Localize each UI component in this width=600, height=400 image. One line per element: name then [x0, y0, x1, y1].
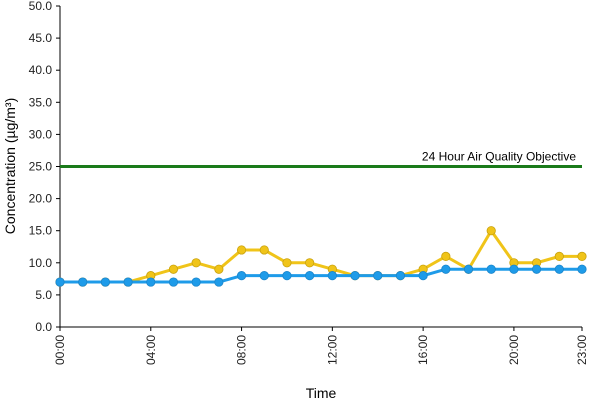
- data-point: [305, 271, 315, 281]
- objective-label: 24 Hour Air Quality Objective: [422, 150, 576, 164]
- series-layer: [55, 226, 587, 287]
- data-point: [327, 271, 337, 281]
- x-axis-label: Time: [306, 385, 337, 400]
- x-tick-group: 00:00 04:00 08:00 12:00 16:00 20:00 23:00: [53, 327, 589, 365]
- data-point: [305, 258, 315, 268]
- data-point: [463, 264, 474, 274]
- data-point: [532, 264, 542, 274]
- data-point: [55, 277, 65, 287]
- x-tick-label: 04:00: [144, 335, 158, 365]
- series-0: [55, 226, 587, 287]
- data-point: [168, 277, 179, 287]
- data-point: [441, 251, 451, 261]
- y-tick-label: 30.0: [29, 127, 53, 141]
- data-point: [350, 271, 360, 281]
- series-1: [55, 264, 587, 287]
- y-axis: 0.0 5.0 10.0 15.0 20.0 25.0 30.0 35.0 40.0 45.0 50…: [29, 0, 61, 334]
- x-tick-label: 16:00: [416, 335, 430, 365]
- data-point: [168, 264, 179, 274]
- data-point: [191, 258, 201, 268]
- data-point: [191, 277, 201, 287]
- data-point: [509, 264, 519, 274]
- y-tick-label: 35.0: [29, 95, 53, 109]
- y-tick-label: 40.0: [29, 63, 53, 77]
- data-point: [78, 277, 88, 287]
- data-point: [282, 258, 292, 268]
- x-tick-label: 08:00: [235, 335, 249, 365]
- x-axis: 00:00 04:00 08:00 12:00 16:00 20:00 23:00: [53, 326, 589, 365]
- objective-line-group: 24 Hour Air Quality Objective: [60, 150, 582, 168]
- y-tick-label: 0.0: [35, 320, 52, 334]
- data-point: [486, 264, 496, 274]
- data-point: [577, 251, 587, 261]
- data-point: [418, 271, 428, 281]
- data-point: [100, 277, 110, 287]
- data-point: [554, 264, 564, 274]
- data-point: [123, 277, 133, 287]
- y-tick-label: 50.0: [29, 0, 53, 13]
- y-axis-label: Concentration (µg/m³): [2, 98, 18, 234]
- data-point: [236, 271, 247, 281]
- data-point: [214, 277, 224, 287]
- y-tick-label: 15.0: [29, 224, 53, 238]
- x-tick-label: 00:00: [53, 335, 67, 365]
- data-point: [214, 264, 224, 274]
- data-point: [486, 226, 496, 236]
- data-point: [395, 271, 406, 281]
- data-point: [282, 271, 292, 281]
- y-tick-group: 0.0 5.0 10.0 15.0 20.0 25.0 30.0 35.0 40.0 45.0 50…: [29, 0, 60, 334]
- data-point: [441, 264, 451, 274]
- x-tick-label: 20:00: [507, 335, 521, 365]
- y-tick-label: 45.0: [29, 31, 53, 45]
- x-tick-label: 12:00: [325, 335, 339, 365]
- data-point: [259, 271, 269, 281]
- x-tick-label: 23:00: [575, 335, 589, 365]
- data-point: [577, 264, 587, 274]
- y-tick-label: 25.0: [29, 160, 53, 174]
- y-tick-label: 5.0: [35, 288, 52, 302]
- data-point: [146, 277, 156, 287]
- y-tick-label: 10.0: [29, 256, 53, 270]
- data-point: [236, 245, 247, 255]
- data-point: [373, 271, 383, 281]
- data-point: [259, 245, 269, 255]
- data-point: [554, 251, 564, 261]
- y-tick-label: 20.0: [29, 192, 53, 206]
